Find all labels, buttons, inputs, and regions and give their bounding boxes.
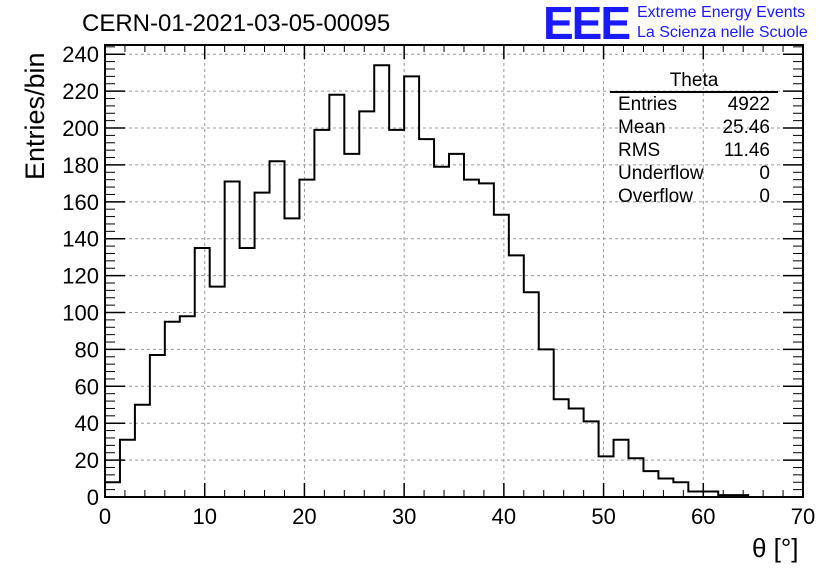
y-tick-label: 80 (75, 337, 99, 362)
y-tick-label: 100 (62, 301, 99, 326)
y-tick-label: 220 (62, 79, 99, 104)
stats-label: Entries (618, 94, 678, 115)
y-tick-label: 60 (75, 374, 99, 399)
y-axis-label: Entries/bin (20, 52, 50, 180)
logo-caption: Extreme Energy Events La Scienza nelle S… (637, 3, 808, 43)
stats-name: Theta (610, 70, 778, 93)
y-tick-label: 160 (62, 190, 99, 215)
x-tick-label: 60 (691, 504, 715, 529)
eee-logo: EEE (543, 0, 631, 49)
histogram-series (105, 64, 764, 498)
x-tick-label: 40 (492, 504, 516, 529)
x-tick-labels: 0 10 20 30 40 50 60 70 (99, 504, 815, 529)
stats-label: Underflow (618, 163, 704, 184)
y-tick-labels: 0 20 40 60 80 100 120 140 160 180 200 220 240 (62, 42, 99, 510)
grid-lines (105, 45, 803, 497)
x-tick-label: 10 (192, 504, 216, 529)
logo-line-2: La Scienza nelle Scuole (637, 24, 808, 41)
y-tick-label: 140 (62, 227, 99, 252)
x-tick-label: 20 (292, 504, 316, 529)
x-axis-label: θ [°] (752, 533, 799, 563)
y-tick-label: 180 (62, 153, 99, 178)
stats-label: Overflow (618, 186, 693, 207)
stats-value: 4922 (727, 94, 770, 115)
stats-label: Mean (618, 117, 666, 138)
stats-value: 25.46 (722, 117, 770, 138)
stats-row: Underflow 0 (610, 162, 778, 185)
axis-ticks (104, 45, 804, 498)
stats-row: Mean 25.46 (610, 116, 778, 139)
stats-value: 0 (759, 186, 770, 207)
stats-value: 0 (759, 163, 770, 184)
y-tick-label: 0 (87, 485, 99, 510)
y-tick-label: 40 (75, 411, 99, 436)
x-tick-label: 50 (591, 504, 615, 529)
stats-row: Overflow 0 (610, 185, 778, 208)
stats-label: RMS (618, 140, 661, 161)
y-tick-label: 20 (75, 448, 99, 473)
y-tick-label: 200 (62, 116, 99, 141)
stats-row: RMS 11.46 (610, 139, 778, 162)
plot-frame (104, 44, 804, 498)
x-tick-label: 70 (791, 504, 815, 529)
x-tick-label: 0 (99, 504, 111, 529)
logo-line-1: Extreme Energy Events (637, 4, 806, 21)
stats-row: Entries 4922 (610, 93, 778, 116)
y-tick-label: 240 (62, 42, 99, 67)
x-tick-label: 30 (392, 504, 416, 529)
y-tick-label: 120 (62, 264, 99, 289)
stats-value: 11.46 (723, 140, 770, 161)
chart-title: CERN-01-2021-03-05-00095 (82, 10, 391, 37)
stats-box: Theta Entries 4922 Mean 25.46 RMS 11.46 Und… (610, 70, 778, 208)
